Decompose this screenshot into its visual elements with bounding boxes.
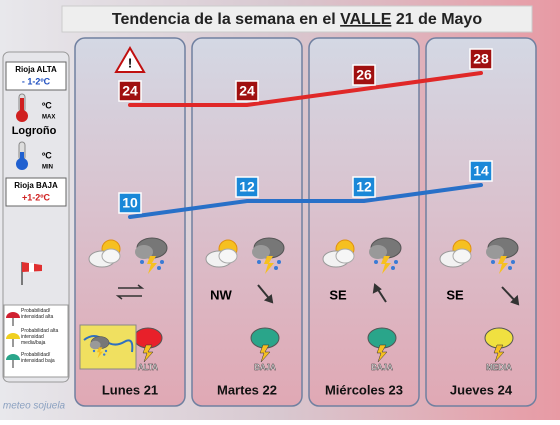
day-column	[308, 37, 420, 407]
legend-panel	[2, 51, 70, 383]
day-label: Miércoles 23	[325, 382, 403, 397]
day-label: Martes 22	[217, 382, 277, 397]
day-label: Jueves 24	[450, 382, 513, 397]
baja-delta: +1-2ºC	[22, 192, 51, 202]
min-temp-label: 12	[356, 179, 372, 195]
max-unit: ºC	[42, 100, 52, 110]
min-temp-box	[235, 176, 259, 198]
umbrella-high	[6, 312, 20, 326]
day-column	[425, 37, 537, 407]
storm-legend-texts: Probabilidad/ intensidad alta Probabilid…	[21, 308, 59, 364]
svg-text:!: !	[128, 55, 132, 70]
baja-box	[5, 177, 67, 207]
umbrella-mid	[6, 333, 20, 347]
day-columns: ALTA Lunes 21 NW BAJA Martes 22 SE BAJA Miércol…	[74, 37, 537, 407]
min-line	[128, 183, 483, 219]
alta-delta: - 1-2ºC	[22, 76, 51, 86]
storm-probability: ALTA	[133, 327, 163, 372]
temperature-lines: 24 10 24 12 26 12 28 14	[118, 48, 493, 219]
min-temp-box	[118, 192, 142, 214]
lightning	[259, 344, 271, 363]
storm-probability: BAJA	[250, 327, 280, 372]
storm-label: BAJA	[371, 363, 393, 372]
logo: meteo sojuela	[3, 401, 66, 412]
lightning	[376, 344, 388, 363]
min-temp-label: 10	[122, 195, 138, 211]
max-temp-label: 26	[356, 67, 372, 83]
windsock	[21, 262, 42, 285]
city: Logroño	[12, 125, 57, 137]
max-temp-box	[352, 64, 376, 86]
title-prefix: Tendencia de la semana en el	[112, 11, 336, 28]
storm-mid: Probabilidad alta intensidad media/baja	[21, 328, 59, 346]
wind-arrow	[257, 283, 520, 306]
thermometer-min	[16, 141, 28, 170]
storm-high: Probabilidad/ intensidad alta	[21, 308, 54, 320]
day-label: Lunes 21	[102, 382, 158, 397]
min-temp-label: 12	[239, 179, 255, 195]
rioja-alta: Rioja ALTA	[15, 65, 57, 74]
storm-low: Probabilidad/ intensidad baja	[21, 352, 55, 364]
day-column	[74, 37, 186, 407]
max-label: MAX	[42, 115, 55, 121]
wind-variable	[115, 284, 145, 300]
map-thumbnail	[79, 324, 137, 370]
title-bar	[61, 5, 533, 33]
wind-direction: NW	[210, 287, 232, 302]
max-temp-box	[235, 80, 259, 102]
day-column	[191, 37, 303, 407]
umbrella-low	[6, 354, 20, 368]
min-unit: ºC	[42, 150, 52, 160]
storm-probability: MEDIA	[484, 327, 514, 372]
max-temp-box	[469, 48, 493, 70]
lightning	[142, 344, 154, 363]
title: Tendencia de la semana en el VALLE 21 de…	[112, 11, 482, 28]
warning-sign: !	[114, 46, 146, 73]
max-temp-label: 24	[122, 83, 138, 99]
wind-direction: SE	[446, 287, 464, 302]
min-temp-box	[469, 160, 493, 182]
max-temp-box	[118, 80, 142, 102]
max-temp-label: 24	[239, 83, 255, 99]
lightning	[493, 344, 505, 363]
storm-label: BAJA	[254, 363, 276, 372]
title-highlight: VALLE	[340, 11, 392, 28]
alta-box	[5, 61, 67, 91]
thermometer-max	[16, 93, 28, 122]
min-temp-box	[352, 176, 376, 198]
min-label: MIN	[42, 165, 53, 171]
max-line	[128, 71, 483, 107]
min-temp-label: 14	[473, 163, 489, 179]
storm-label: ALTA	[138, 363, 158, 372]
title-suffix: 21 de Mayo	[396, 11, 482, 28]
rioja-baja: Rioja BAJA	[14, 181, 58, 190]
storm-label: MEDIA	[486, 363, 512, 372]
storm-probability: BAJA	[367, 327, 397, 372]
wind-direction: SE	[329, 287, 347, 302]
max-temp-label: 28	[473, 51, 489, 67]
